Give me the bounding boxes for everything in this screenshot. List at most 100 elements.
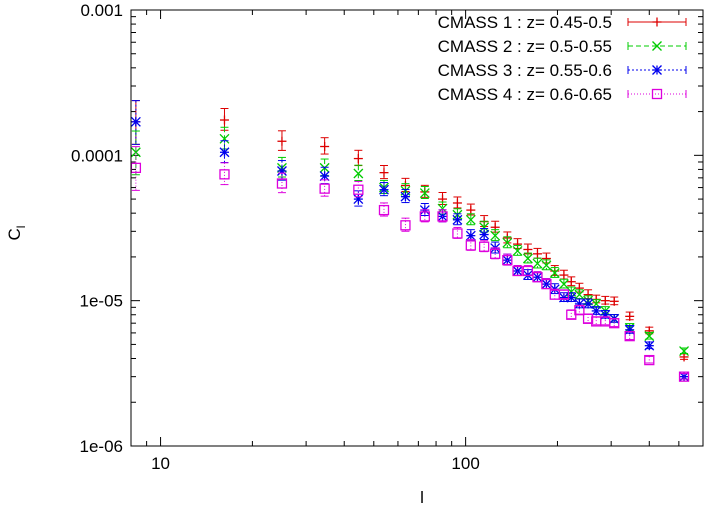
- data-point: [319, 171, 330, 182]
- data-point: [541, 260, 552, 271]
- series-1: [131, 100, 689, 362]
- marker-stroke: [541, 279, 552, 290]
- data-point: [319, 183, 330, 194]
- marker-stroke: [452, 228, 463, 239]
- data-point: [532, 272, 543, 283]
- marker-stroke: [130, 147, 141, 158]
- data-point: [609, 318, 620, 329]
- y-axis-title-sub: l: [14, 226, 28, 229]
- data-point: [490, 248, 501, 259]
- data-point: [523, 244, 533, 254]
- data-point: [532, 258, 543, 269]
- marker-stroke: [353, 184, 364, 195]
- marker-stroke: [276, 178, 288, 189]
- data-point: [541, 279, 552, 290]
- y-axis-title: Cl: [5, 226, 28, 241]
- data-point: [400, 220, 411, 231]
- data-point: [574, 298, 585, 309]
- marker-stroke: [522, 265, 534, 277]
- data-point: [512, 266, 523, 276]
- legend-label: CMASS 2 : z= 0.5-0.55: [438, 37, 612, 56]
- error-bar: [438, 209, 447, 223]
- data-point: [559, 270, 569, 280]
- marker-stroke: [522, 253, 533, 264]
- marker-stroke: [353, 168, 364, 179]
- marker-stroke: [541, 278, 552, 290]
- marker-stroke: [624, 330, 635, 342]
- error-bar: [401, 217, 410, 232]
- data-point: [219, 169, 230, 180]
- legend-marker: [652, 65, 662, 75]
- marker-stroke: [419, 211, 430, 222]
- data-point: [574, 305, 585, 316]
- marker-stroke: [465, 230, 476, 241]
- legend-entry-2: CMASS 2 : z= 0.5-0.55: [438, 37, 687, 56]
- data-point: [353, 168, 364, 179]
- data-point: [465, 240, 476, 251]
- legend: CMASS 1 : z= 0.45-0.5 CMASS 2 : z= 0.5-0.…: [438, 13, 687, 104]
- x-tick-label: 100: [451, 454, 479, 473]
- legend-label: CMASS 3 : z= 0.55-0.6: [438, 61, 612, 80]
- marker-stroke: [452, 214, 463, 225]
- data-point: [558, 289, 570, 300]
- marker-stroke: [583, 298, 594, 309]
- data-point: [644, 340, 655, 351]
- marker-stroke: [400, 220, 411, 231]
- y-tick-label: 0.0001: [71, 146, 123, 165]
- data-point: [276, 166, 287, 176]
- series-4: [130, 146, 690, 382]
- plot-frame: [130, 9, 704, 447]
- y-tick-label: 0.001: [80, 1, 123, 20]
- data-point: [549, 268, 560, 278]
- error-bar: [320, 179, 329, 197]
- marker-stroke: [558, 289, 570, 300]
- marker-stroke: [644, 354, 655, 366]
- data-point: [479, 222, 490, 233]
- data-point: [452, 198, 462, 208]
- series-3: [130, 100, 690, 382]
- error-bar: [277, 172, 286, 194]
- data-point: [466, 205, 476, 215]
- marker-stroke: [378, 204, 390, 216]
- data-point: [379, 184, 389, 195]
- data-point: [400, 191, 411, 202]
- data-point: [624, 324, 635, 335]
- data-point: [574, 289, 585, 300]
- marker-stroke: [652, 65, 662, 75]
- legend-entry-1: CMASS 1 : z= 0.45-0.5: [438, 13, 687, 32]
- error-bar: [379, 182, 388, 197]
- marker-stroke: [566, 292, 577, 303]
- marker-stroke: [490, 248, 501, 259]
- data-point: [625, 311, 635, 321]
- data-point: [522, 253, 533, 264]
- marker-stroke: [276, 166, 287, 176]
- points-layer: [130, 100, 690, 382]
- error-bar: [645, 355, 654, 364]
- data-point: [591, 305, 602, 316]
- marker-stroke: [319, 183, 330, 194]
- marker-stroke: [479, 222, 490, 233]
- marker-stroke: [478, 241, 490, 252]
- marker-stroke: [465, 214, 476, 225]
- marker-stroke: [319, 171, 330, 182]
- marker-stroke: [130, 116, 141, 127]
- data-point: [644, 331, 655, 342]
- y-tick-label: 1e-05: [80, 292, 123, 311]
- marker-stroke: [219, 133, 230, 144]
- data-point: [583, 298, 594, 309]
- x-axis-title: l: [420, 488, 424, 507]
- error-bar: [131, 130, 140, 176]
- legend-marker: [652, 41, 662, 51]
- data-point: [130, 116, 141, 127]
- data-point: [502, 255, 513, 266]
- marker-stroke: [591, 305, 602, 316]
- data-point: [465, 214, 476, 225]
- error-bar: [503, 236, 512, 249]
- marker-stroke: [532, 272, 543, 283]
- data-point: [522, 265, 534, 277]
- data-point: [219, 115, 229, 125]
- legend-marker: [652, 17, 662, 27]
- marker-stroke: [400, 191, 411, 202]
- marker-stroke: [502, 255, 513, 266]
- error-bar: [379, 202, 388, 217]
